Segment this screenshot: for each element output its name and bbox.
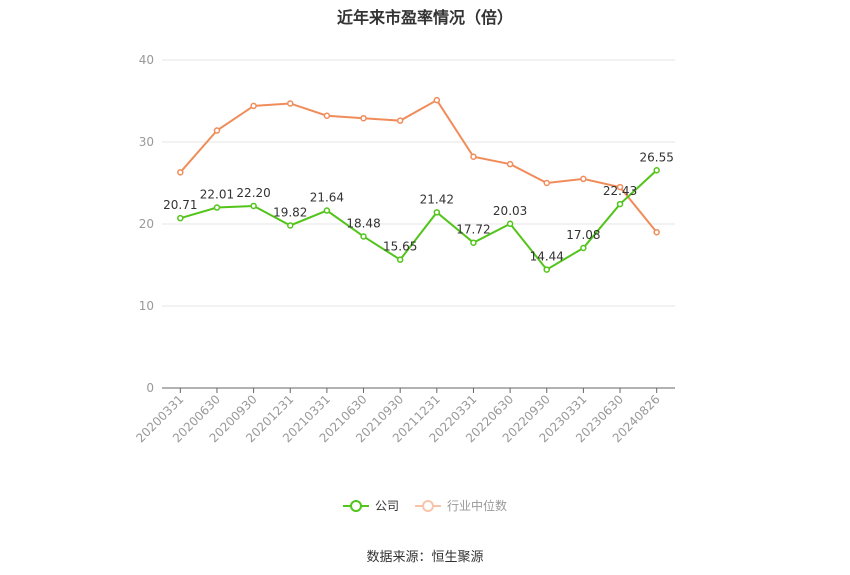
company-data-label: 21.42 bbox=[420, 192, 454, 206]
company-data-point[interactable] bbox=[177, 214, 184, 222]
company-data-label: 22.01 bbox=[200, 188, 234, 202]
data-source: 数据来源：恒生聚源 bbox=[366, 550, 484, 565]
company-data-point[interactable] bbox=[543, 266, 550, 273]
legend-item-company[interactable]: 公司 bbox=[342, 497, 399, 514]
y-tick-label: 0 bbox=[146, 381, 154, 395]
industry-data-point[interactable] bbox=[396, 117, 404, 124]
legend-industry-label: 行业中位数 bbox=[447, 499, 508, 513]
company-data-point[interactable] bbox=[360, 233, 367, 240]
company-data-label: 15.65 bbox=[383, 240, 417, 254]
company-data-point[interactable] bbox=[433, 209, 441, 216]
y-tick-label: 20 bbox=[139, 217, 154, 231]
industry-data-point[interactable] bbox=[213, 127, 221, 134]
company-data-label: 20.03 bbox=[493, 204, 527, 218]
company-data-point[interactable] bbox=[323, 207, 331, 214]
legend-company-swatch bbox=[342, 499, 369, 513]
company-data-point[interactable] bbox=[506, 220, 514, 228]
chart-title: 近年来市盈率情况（倍） bbox=[336, 8, 513, 27]
industry-data-point[interactable] bbox=[506, 160, 514, 168]
legend-item-industry[interactable]: 行业中位数 bbox=[415, 497, 507, 514]
industry-data-point[interactable] bbox=[580, 175, 587, 183]
company-data-label: 20.71 bbox=[163, 198, 197, 212]
company-data-point[interactable] bbox=[250, 202, 257, 210]
industry-data-point[interactable] bbox=[177, 169, 184, 176]
industry-data-point[interactable] bbox=[323, 112, 331, 120]
industry-data-point[interactable] bbox=[616, 183, 624, 191]
industry-data-point[interactable] bbox=[287, 100, 294, 107]
company-data-label: 22.43 bbox=[603, 184, 637, 198]
company-data-label: 17.72 bbox=[456, 223, 490, 237]
series bbox=[177, 96, 660, 273]
company-data-point[interactable] bbox=[653, 167, 660, 174]
company-data-label: 17.08 bbox=[566, 228, 600, 242]
company-data-point[interactable] bbox=[396, 256, 404, 263]
company-data-label: 19.82 bbox=[273, 205, 307, 219]
company-data-label: 22.20 bbox=[236, 186, 270, 200]
company-data-label: 21.64 bbox=[310, 191, 344, 205]
legend-company-label: 公司 bbox=[374, 499, 399, 513]
company-series-line bbox=[180, 169, 658, 271]
industry-data-point[interactable] bbox=[360, 114, 367, 122]
company-data-point[interactable] bbox=[470, 239, 477, 246]
y-tick-label: 40 bbox=[139, 53, 154, 67]
industry-data-point[interactable] bbox=[433, 96, 441, 104]
company-data-point[interactable] bbox=[287, 222, 294, 229]
industry-series-line bbox=[179, 98, 658, 233]
company-data-label: 18.48 bbox=[346, 216, 380, 230]
legend-industry-swatch bbox=[415, 499, 441, 513]
y-tick-label: 10 bbox=[139, 299, 154, 313]
legend: 公司 行业中位数 bbox=[0, 497, 850, 514]
company-data-point[interactable] bbox=[580, 244, 587, 252]
industry-data-point[interactable] bbox=[470, 153, 477, 161]
company-data-point[interactable] bbox=[616, 200, 624, 208]
company-data-label: 14.44 bbox=[530, 250, 564, 264]
company-data-label: 26.55 bbox=[639, 150, 673, 164]
grid-lines bbox=[162, 59, 675, 307]
y-tick-label: 30 bbox=[139, 135, 154, 149]
industry-data-point[interactable] bbox=[543, 179, 550, 187]
industry-data-point[interactable] bbox=[653, 228, 660, 236]
company-data-point[interactable] bbox=[213, 204, 221, 211]
industry-data-point[interactable] bbox=[250, 102, 257, 110]
